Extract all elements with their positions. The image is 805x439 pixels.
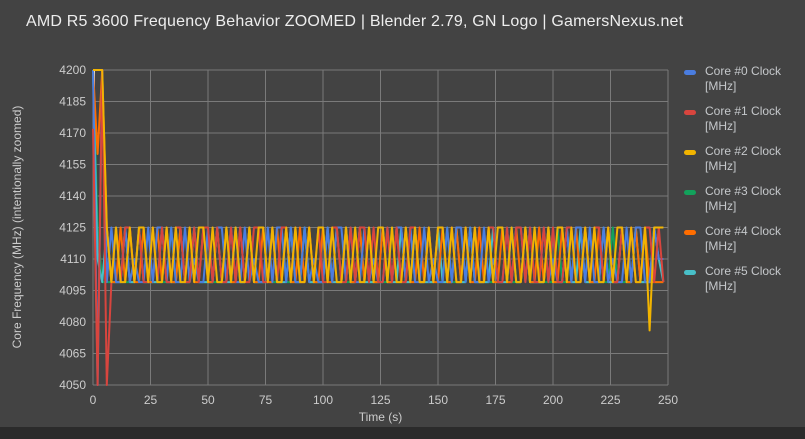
x-axis-title: Time (s): [358, 410, 403, 424]
legend-item-core-2: Core #2 Clock [MHz]: [684, 144, 802, 174]
legend-label-core-3: Core #3 Clock [MHz]: [705, 184, 782, 213]
y-tick-label: 4185: [59, 95, 86, 109]
series-line-core-2: [93, 69, 664, 332]
legend-item-core-4: Core #4 Clock [MHz]: [684, 224, 802, 254]
legend-label-core-2: Core #2 Clock [MHz]: [705, 144, 782, 173]
x-tick-label: 0: [90, 393, 97, 407]
legend-swatch-core-2: [684, 150, 696, 155]
legend-item-core-0: Core #0 Clock [MHz]: [684, 64, 802, 94]
legend-label-core-5: Core #5 Clock [MHz]: [705, 264, 782, 293]
legend-label-core-1: Core #1 Clock [MHz]: [705, 104, 782, 133]
y-tick-label: 4170: [59, 126, 86, 140]
x-tick-label: 75: [259, 393, 273, 407]
x-tick-label: 200: [543, 393, 563, 407]
x-tick-label: 125: [370, 393, 390, 407]
legend-item-core-3: Core #3 Clock [MHz]: [684, 184, 802, 214]
legend-swatch-core-3: [684, 190, 696, 195]
y-tick-label: 4155: [59, 158, 86, 172]
y-tick-label: 4080: [59, 315, 86, 329]
y-tick-label: 4065: [59, 347, 86, 361]
y-tick-label: 4050: [59, 378, 86, 392]
x-tick-label: 25: [144, 393, 158, 407]
y-tick-label: 4125: [59, 221, 86, 235]
legend-swatch-core-4: [684, 230, 696, 235]
legend-swatch-core-5: [684, 270, 696, 275]
legend-label-core-4: Core #4 Clock [MHz]: [705, 224, 782, 253]
x-tick-label: 175: [485, 393, 505, 407]
chart-title: AMD R5 3600 Frequency Behavior ZOOMED | …: [26, 13, 684, 30]
series-line-core-1: [92, 69, 665, 386]
y-tick-label: 4140: [59, 189, 86, 203]
y-tick-label: 4095: [59, 284, 86, 298]
legend-swatch-core-1: [684, 110, 696, 115]
x-tick-label: 50: [201, 393, 215, 407]
legend-item-core-5: Core #5 Clock [MHz]: [684, 264, 802, 294]
y-tick-label: 4110: [60, 252, 86, 266]
legend: Core #0 Clock [MHz] Core #1 Clock [MHz] Co…: [684, 64, 802, 304]
x-tick-label: 150: [428, 393, 448, 407]
x-tick-label: 100: [313, 393, 333, 407]
x-tick-label: 225: [600, 393, 620, 407]
legend-item-core-1: Core #1 Clock [MHz]: [684, 104, 802, 134]
x-tick-label: 250: [658, 393, 678, 407]
y-tick-label: 4200: [59, 63, 86, 77]
legend-swatch-core-0: [684, 70, 696, 75]
legend-label-core-0: Core #0 Clock [MHz]: [705, 64, 782, 93]
bottom-letterbox-strip: [0, 427, 805, 439]
